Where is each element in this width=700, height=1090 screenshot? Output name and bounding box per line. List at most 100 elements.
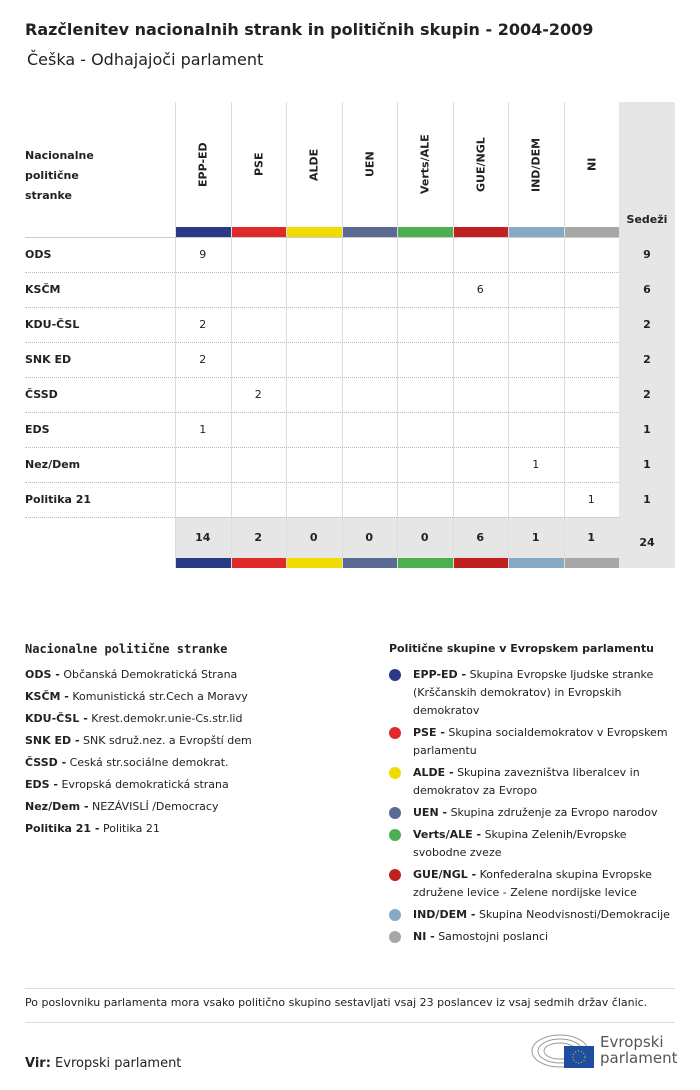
legend-party-item: EDS - Evropská demokratická strana	[25, 776, 229, 794]
legend-group-item: IND/DEM - Skupina Neodvisnosti/Demokraci…	[413, 906, 678, 924]
legend-color-dot-icon	[389, 727, 401, 739]
legend-party-item: KSČM - Komunistická str.Cech a Moravy	[25, 688, 248, 706]
legend-color-dot-icon	[389, 669, 401, 681]
legend-parties-title: Nacionalne politične stranke	[25, 642, 228, 656]
legend-abbr: Verts/ALE -	[413, 828, 482, 841]
legend-party-item: SNK ED - SNK sdruž.nez. a Evropští dem	[25, 732, 252, 750]
legend-name: Konfederalna skupina Evropske združene l…	[413, 868, 652, 899]
row-divider	[25, 307, 619, 308]
party-label: Politika 21	[25, 493, 92, 506]
party-total: 2	[643, 353, 651, 366]
party-total: 6	[643, 283, 651, 296]
legend-group-item: ALDE - Skupina zavezništva liberalcev in…	[413, 764, 678, 800]
legend-abbr: IND/DEM -	[413, 908, 476, 921]
group-total: 0	[420, 531, 429, 544]
legend-name: Skupina Evropske ljudske stranke (Krščan…	[413, 668, 654, 717]
column-divider	[230, 102, 232, 568]
legend-name: Skupina Zelenih/Evropske svobodne zveze	[413, 828, 627, 859]
header-rule	[25, 237, 619, 238]
legend-color-dot-icon	[389, 829, 401, 841]
legend-color-dot-icon	[389, 869, 401, 881]
row-divider	[25, 342, 619, 343]
group-color-bar	[453, 227, 508, 237]
legend-name: Skupina Neodvisnosti/Demokracije	[478, 908, 670, 921]
column-divider	[341, 102, 343, 568]
party-label: Nez/Dem	[25, 458, 81, 471]
column-divider	[175, 102, 176, 568]
row-divider	[25, 272, 619, 273]
party-total: 1	[643, 493, 651, 506]
legend-color-dot-icon	[389, 807, 401, 819]
group-total: 1	[531, 531, 540, 544]
legend-abbr: UEN -	[413, 806, 448, 819]
legend-group-item: Verts/ALE - Skupina Zelenih/Evropske svo…	[413, 826, 678, 862]
logo-text: Evropski parlament	[600, 1033, 678, 1067]
seat-value: 1	[532, 458, 540, 471]
legend-group-item: UEN - Skupina združenje za Evropo narodo…	[413, 804, 678, 822]
legend-abbr: EPP-ED -	[413, 668, 467, 681]
source-value: Evropski parlament	[55, 1056, 182, 1071]
row-header-label: Nacionalne politične stranke	[25, 149, 94, 202]
legend-name: NEZÁVISLÍ /Democracy	[92, 800, 219, 813]
group-header-0: EPP-ED	[196, 142, 210, 187]
group-header-4: Verts/ALE	[418, 134, 432, 195]
group-total: 1	[587, 531, 596, 544]
group-color-bar	[287, 227, 342, 237]
row-divider	[25, 482, 619, 483]
group-total: 0	[365, 531, 374, 544]
legend-abbr: ČSSD -	[25, 756, 67, 769]
legend-abbr: KDU-ČSL -	[25, 712, 88, 725]
divider	[25, 1022, 675, 1023]
legend-name: Evropská demokratická strana	[61, 778, 229, 791]
legend-name: Krest.demokr.unie-Cs.str.lid	[91, 712, 243, 725]
group-color-bar	[342, 227, 397, 237]
legend-group-item: GUE/NGL - Konfederalna skupina Evropske …	[413, 866, 678, 902]
group-color-bar	[176, 558, 231, 568]
group-color-bar	[398, 558, 453, 568]
ep-logo: Evropski parlament	[530, 1032, 680, 1072]
group-color-bar	[176, 227, 231, 237]
party-total: 1	[643, 423, 651, 436]
party-total: 1	[643, 458, 651, 471]
party-label: KSČM	[25, 283, 61, 296]
legend-abbr: ALDE -	[413, 766, 454, 779]
parliament-logo-icon	[531, 1034, 594, 1068]
legend-abbr: SNK ED -	[25, 734, 80, 747]
legend-groups-title: Politične skupine v Evropskem parlamentu	[389, 642, 654, 655]
legend-name: Komunistická str.Cech a Moravy	[72, 690, 248, 703]
group-header-2: ALDE	[307, 148, 321, 181]
group-header-7: NI	[584, 157, 598, 172]
legend-group-item: PSE - Skupina socialdemokratov v Evropsk…	[413, 724, 678, 760]
legend-abbr: GUE/NGL -	[413, 868, 477, 881]
legend-name: Skupina zavezništva liberalcev in demokr…	[413, 766, 640, 797]
seat-value: 2	[254, 388, 262, 401]
group-color-bar	[564, 227, 619, 237]
legend-abbr: PSE -	[413, 726, 445, 739]
group-color-bar	[342, 558, 397, 568]
column-divider	[286, 102, 287, 568]
group-color-bar	[231, 227, 286, 237]
legend-abbr: NI -	[413, 930, 435, 943]
legend-party-item: Nez/Dem - NEZÁVISLÍ /Democracy	[25, 798, 218, 816]
group-color-bar	[564, 558, 619, 568]
seat-value: 6	[476, 283, 484, 296]
legend-party-item: Politika 21 - Politika 21	[25, 820, 160, 838]
row-divider	[25, 517, 619, 518]
divider	[25, 988, 675, 989]
group-total: 6	[476, 531, 485, 544]
group-header-3: UEN	[362, 151, 376, 178]
seat-value: 9	[199, 248, 207, 261]
legend-name: Samostojni poslanci	[438, 930, 549, 943]
legend-abbr: KSČM -	[25, 690, 69, 703]
seat-table: Nacionalne politične stranke Sedeži EPP-ED…	[25, 102, 675, 568]
legend-group-item: NI - Samostojni poslanci	[413, 928, 678, 946]
legend-name: Skupina združenje za Evropo narodov	[450, 806, 658, 819]
seat-value: 1	[199, 423, 207, 436]
legend-party-item: ODS - Občanská Demokratická Strana	[25, 666, 237, 684]
party-label: ODS	[25, 248, 52, 261]
group-color-bar	[287, 558, 342, 568]
column-divider	[563, 102, 565, 568]
seat-value: 2	[199, 353, 207, 366]
column-divider	[508, 102, 509, 568]
legend-name: Politika 21	[102, 822, 160, 835]
